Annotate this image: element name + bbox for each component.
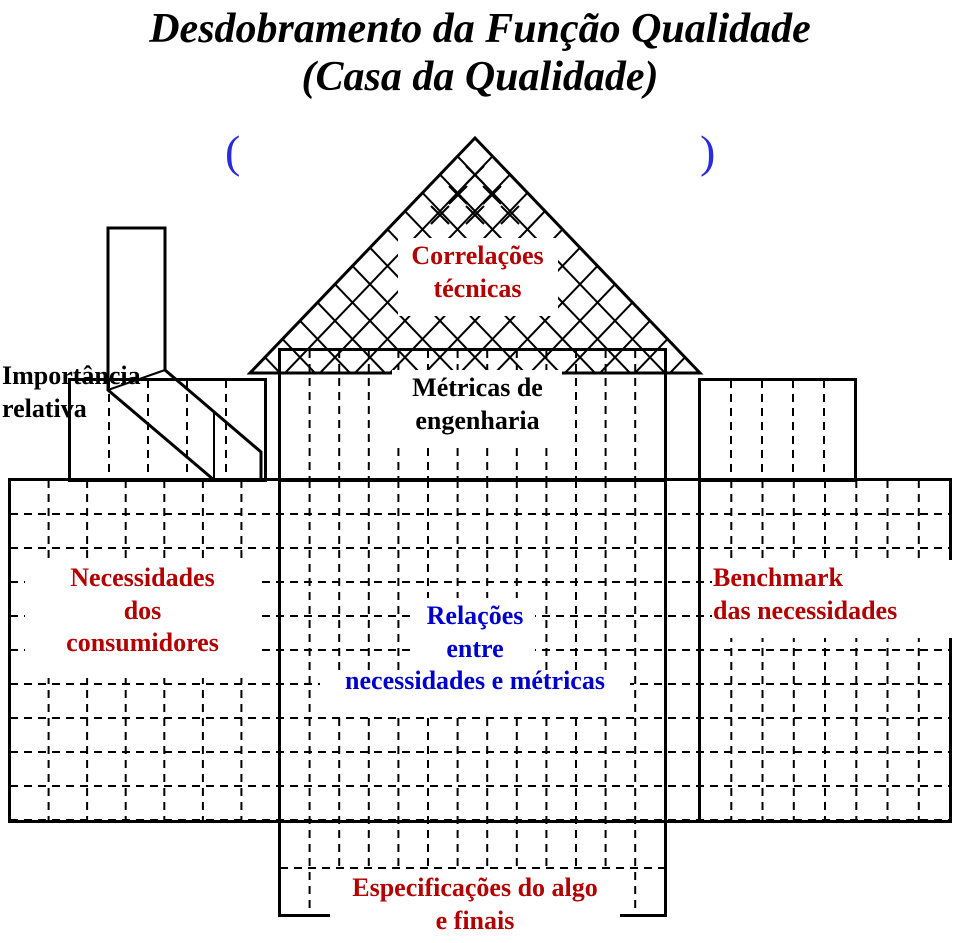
espec-line2: e finais — [436, 906, 515, 935]
metricas-line1: Métricas de — [412, 373, 543, 402]
benchmark-line2: das necessidades — [713, 596, 897, 625]
label-importancia: Importância relativa — [0, 360, 190, 425]
importancia-line1: Importância — [2, 361, 141, 390]
label-metricas: Métricas de engenharia — [370, 372, 585, 437]
benchmark-line1: Benchmark — [713, 563, 843, 592]
metricas-line2: engenharia — [415, 406, 539, 435]
necessidades-line2: dos — [124, 596, 162, 625]
necessidades-line3: consumidores — [66, 628, 219, 657]
label-benchmark: Benchmark das necessidades — [705, 562, 957, 627]
correlacoes-line1: Correlações — [411, 241, 543, 270]
relacoes-line1: Relações — [427, 601, 524, 630]
espec-line1: Especificações do algo — [352, 873, 598, 902]
label-espec: Especificações do algo e finais — [300, 872, 650, 937]
label-necessidades: Necessidades dos consumidores — [20, 562, 265, 660]
label-correlacoes: Correlações técnicas — [375, 240, 580, 305]
relacoes-line3: necessidades e métricas — [345, 666, 605, 695]
importancia-line2: relativa — [2, 394, 87, 423]
correlacoes-line2: técnicas — [433, 274, 521, 303]
dashed-grids — [0, 0, 960, 943]
necessidades-line1: Necessidades — [70, 563, 214, 592]
label-relacoes: Relações entre necessidades e métricas — [300, 600, 650, 698]
relacoes-line2: entre — [446, 634, 503, 663]
